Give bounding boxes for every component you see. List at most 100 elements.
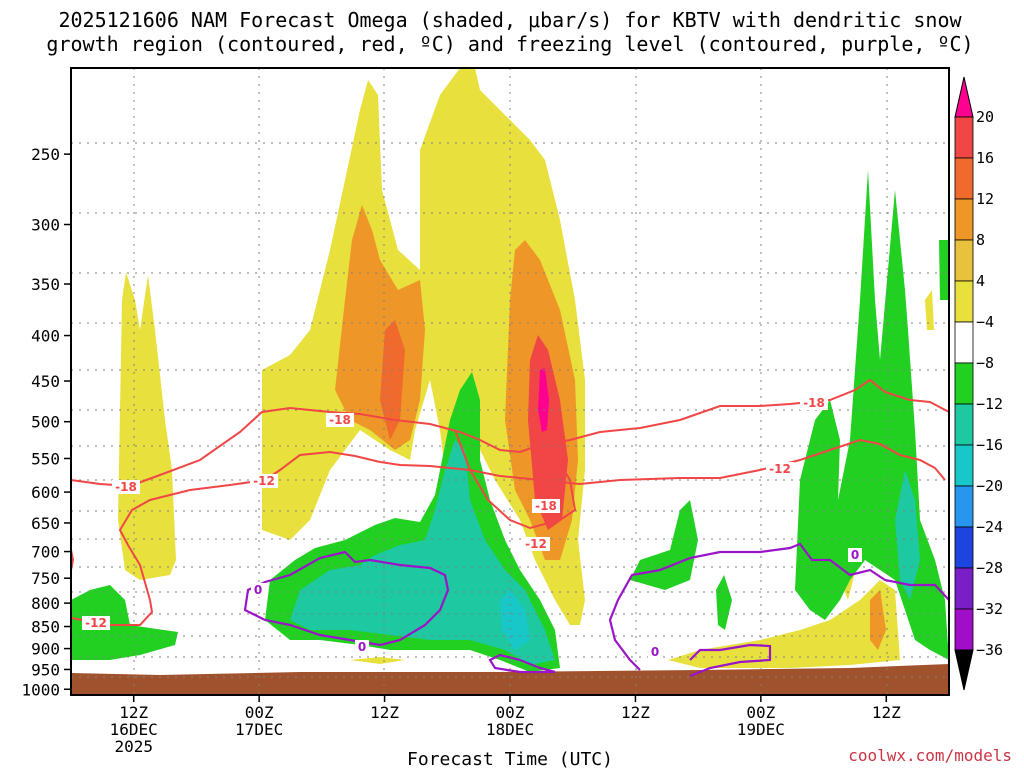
freezing-label-0-a: 0 <box>254 583 262 597</box>
freezing-contour-0-b <box>488 653 556 674</box>
y-tick-label: 250 <box>31 145 60 164</box>
contour-labels: -18 -18 -18 -18 -12 -12 -12 -12 0 0 0 0 <box>82 396 862 659</box>
dgz-label-minus18-d: -18 <box>803 396 825 410</box>
colorbar-bin <box>954 198 974 241</box>
omega-positive-small-1 <box>350 657 405 664</box>
x-tick-label: 19DEC <box>737 720 785 739</box>
freezing-label-0-c: 0 <box>651 645 659 659</box>
colorbar-label: −12 <box>976 395 1003 413</box>
y-tick-label: 1000 <box>21 680 60 699</box>
colorbar-label: 8 <box>976 231 985 249</box>
omega-positive-edge <box>925 290 934 330</box>
freezing-contour-0-a <box>243 550 450 647</box>
omega-negative-cyan <box>500 590 530 650</box>
colorbar-label: −20 <box>976 477 1003 495</box>
y-tick-label: 550 <box>31 449 60 468</box>
colorbar-bin <box>954 608 974 651</box>
x-tick-label: 00Z <box>496 703 525 722</box>
dgz-label-minus12-a: -12 <box>253 474 275 488</box>
colorbar-label: 16 <box>976 149 994 167</box>
colorbar-top-arrow <box>954 76 974 118</box>
x-tick-label: 2025 <box>114 737 153 756</box>
colorbar-bin <box>954 567 974 610</box>
omega-shading <box>71 68 949 695</box>
colorbar-label: −32 <box>976 600 1003 618</box>
colorbar-label: −36 <box>976 641 1003 659</box>
x-tick-label: 16DEC <box>110 720 158 739</box>
colorbar-bin <box>954 444 974 487</box>
colorbar-label: −8 <box>976 354 994 372</box>
y-tick-label: 950 <box>31 660 60 679</box>
omega-positive-left <box>118 272 176 580</box>
dgz-label-minus12-c: -12 <box>769 462 791 476</box>
y-tick-label: 450 <box>31 372 60 391</box>
x-tick-label: 17DEC <box>235 720 283 739</box>
x-axis-label: Forecast Time (UTC) <box>407 749 613 768</box>
y-tick-label: 800 <box>31 594 60 613</box>
freezing-level-contours <box>243 542 950 678</box>
y-tick-label: 350 <box>31 275 60 294</box>
y-tick-label: 700 <box>31 543 60 562</box>
dgz-label-minus18-b: -18 <box>329 413 351 427</box>
y-tick-label: 400 <box>31 327 60 346</box>
colorbar-label: 4 <box>976 272 985 290</box>
y-tick-label: 600 <box>31 483 60 502</box>
colorbar-bin <box>954 526 974 569</box>
omega-negative-right-teal <box>895 470 920 600</box>
omega-positive-orange-d <box>870 590 886 650</box>
freezing-contour-0-c <box>608 542 950 671</box>
colorbar-bin <box>954 116 974 159</box>
x-tick-label: 00Z <box>245 703 274 722</box>
colorbar-label: −4 <box>976 313 994 331</box>
y-tick-label: 750 <box>31 569 60 588</box>
x-tick-label: 12Z <box>621 703 650 722</box>
omega-negative-edge <box>939 240 949 300</box>
x-tick-label: 12Z <box>119 703 148 722</box>
colorbar-label: 12 <box>976 190 994 208</box>
y-tick-label: 300 <box>31 216 60 235</box>
plot-area: -18 -18 -18 -18 -12 -12 -12 -12 0 0 0 0 <box>70 67 950 696</box>
dgz-contour-minus12 <box>118 438 946 601</box>
colorbar: 20 16 12 8 4 −4 −8 −12 −16 −20 −24 −28 −32 −36 <box>954 76 1003 691</box>
dgz-label-minus12-b: -12 <box>525 537 547 551</box>
dgz-contour-minus18 <box>70 378 950 488</box>
freezing-contour-0-d <box>689 643 772 678</box>
omega-negative-teal <box>290 440 555 665</box>
x-tick-label: 18DEC <box>486 720 534 739</box>
terrain-ground <box>71 664 949 695</box>
colorbar-bin <box>954 362 974 405</box>
freezing-label-0-b: 0 <box>358 640 366 654</box>
colorbar-bin <box>954 157 974 200</box>
omega-negative-small <box>716 575 732 630</box>
colorbar-bin <box>954 239 974 282</box>
x-tick-label: 00Z <box>746 703 775 722</box>
colorbar-label: −16 <box>976 436 1003 454</box>
colorbar-bin <box>954 280 974 323</box>
chart-title-line-2: growth region (contoured, red, ºC) and f… <box>46 32 973 56</box>
freezing-label-0-d: 0 <box>851 548 859 562</box>
dgz-label-minus18-a: -18 <box>115 480 137 494</box>
omega-positive-orange-a <box>335 205 425 450</box>
colorbar-bin <box>954 321 974 364</box>
omega-positive-max <box>538 368 549 432</box>
dgz-contour-loop <box>454 429 577 530</box>
chart-title-line-1: 2025121606 NAM Forecast Omega (shaded, μ… <box>58 8 962 32</box>
y-tick-label: 900 <box>31 640 60 659</box>
colorbar-bottom-arrow <box>954 649 974 691</box>
x-tick-label: 12Z <box>872 703 901 722</box>
y-axis: 250 300 350 400 450 500 550 600 650 700 750 800 850 9… <box>21 145 71 699</box>
colorbar-label: 20 <box>976 108 994 126</box>
colorbar-label: −24 <box>976 518 1003 536</box>
credit-text: coolwx.com/models <box>848 746 1012 765</box>
colorbar-label: −28 <box>976 559 1003 577</box>
dgz-label-minus18-c: -18 <box>535 499 557 513</box>
omega-positive-orange-c <box>380 320 405 440</box>
y-tick-label: 650 <box>31 514 60 533</box>
x-tick-label: 12Z <box>370 703 399 722</box>
colorbar-bin <box>954 403 974 446</box>
time-gridlines <box>133 68 888 695</box>
omega-negative-right <box>795 170 949 660</box>
omega-negative-mid <box>630 500 698 590</box>
